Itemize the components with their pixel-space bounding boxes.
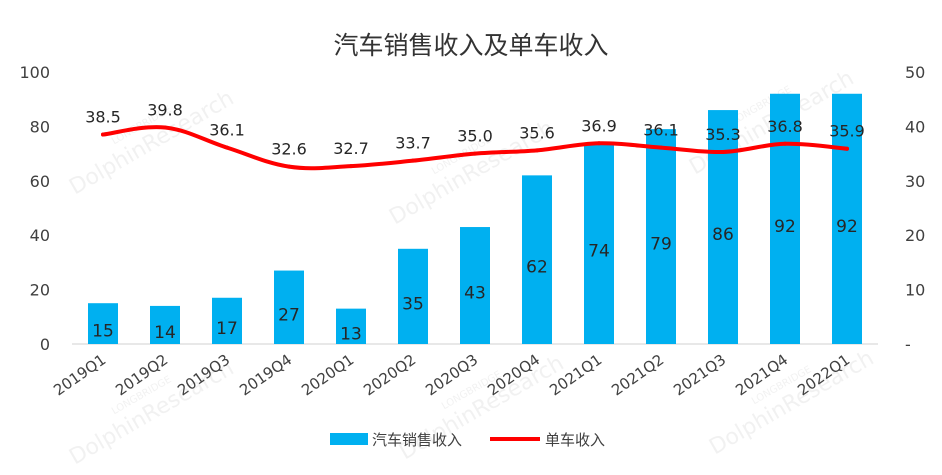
- x-tick-label: 2021Q3: [670, 351, 729, 400]
- left-tick-label: 0: [40, 335, 50, 354]
- legend-swatch-bar: [330, 433, 368, 445]
- bar: [832, 93, 862, 344]
- line-point: [225, 145, 229, 150]
- bar: [336, 308, 366, 344]
- right-tick-label: 10: [905, 281, 925, 300]
- x-tick-label: 2019Q4: [236, 351, 295, 400]
- bar: [274, 270, 304, 344]
- bar: [522, 175, 552, 344]
- bar-data-label: 13: [340, 324, 362, 344]
- line-data-label: 35.6: [519, 123, 555, 142]
- line-point: [349, 164, 353, 169]
- line-point: [473, 151, 477, 156]
- left-tick-label: 80: [30, 117, 50, 136]
- bar: [584, 142, 614, 344]
- left-tick-label: 20: [30, 281, 50, 300]
- right-tick-label: 20: [905, 226, 925, 245]
- bar-data-label: 92: [774, 217, 796, 237]
- watermark-line2: DolphinResearch: [705, 346, 878, 460]
- line-data-label: 32.7: [333, 139, 369, 158]
- left-tick-label: 100: [19, 63, 50, 82]
- legend-label-line: 单车收入: [545, 431, 605, 449]
- line-point: [163, 125, 167, 130]
- left-tick-label: 40: [30, 226, 50, 245]
- line-point: [783, 141, 787, 146]
- right-tick-label: 40: [905, 117, 925, 136]
- line-data-label: 35.3: [705, 125, 741, 144]
- bar: [460, 227, 490, 344]
- bar-data-label: 27: [278, 305, 300, 325]
- line-point: [101, 132, 105, 137]
- line-point: [721, 149, 725, 154]
- bar-data-label: 15: [92, 322, 114, 342]
- line-data-label: 35.9: [829, 122, 865, 141]
- line-data-label: 32.6: [271, 140, 307, 159]
- right-tick-label: -: [905, 335, 911, 354]
- x-tick-label: 2020Q1: [298, 351, 357, 400]
- bar: [150, 305, 180, 344]
- line-point: [411, 158, 415, 163]
- line-point: [287, 164, 291, 169]
- line-data-label: 36.1: [209, 121, 245, 140]
- bar-series: 15 14 17 27 13 35 43 62 74 79 86 92 92: [88, 93, 862, 344]
- line-point: [845, 146, 849, 151]
- bar-data-label: 14: [154, 323, 176, 343]
- x-tick-label: 2021Q2: [608, 351, 667, 400]
- bar-data-label: 92: [836, 217, 858, 237]
- line-series: 38.5 39.8 36.1 32.6 32.7 33.7 35.0 35.6 36.9 36.1…: [85, 100, 865, 171]
- bar-data-label: 74: [588, 241, 610, 261]
- bar: [770, 93, 800, 344]
- legend: 汽车销售收入 单车收入: [330, 431, 605, 449]
- line-data-label: 36.1: [643, 121, 679, 140]
- right-tick-label: 30: [905, 172, 925, 191]
- line-data-label: 36.9: [581, 116, 617, 135]
- bar: [88, 303, 118, 344]
- line-point: [597, 141, 601, 146]
- line-data-label: 36.8: [767, 117, 803, 136]
- bar-data-label: 86: [712, 225, 734, 245]
- line-data-label: 38.5: [85, 108, 121, 127]
- right-tick-label: 50: [905, 63, 925, 82]
- legend-label-bar: 汽车销售收入: [372, 431, 462, 449]
- bar-data-label: 79: [650, 235, 672, 255]
- bar-data-label: 35: [402, 294, 424, 314]
- left-tick-label: 60: [30, 172, 50, 191]
- x-tick-label: 2019Q1: [50, 351, 109, 400]
- x-tick-label: 2020Q2: [360, 351, 419, 400]
- bar: [646, 129, 676, 344]
- bar-data-label: 62: [526, 258, 548, 278]
- chart-title: 汽车销售收入及单车收入: [333, 31, 608, 60]
- line-data-label: 35.0: [457, 127, 493, 146]
- line-data-label: 39.8: [147, 100, 183, 119]
- bar-data-label: 17: [216, 319, 238, 339]
- bar: [212, 297, 242, 344]
- line-point: [659, 145, 663, 150]
- bar: [398, 248, 428, 344]
- line-point: [535, 148, 539, 153]
- bar-data-label: 43: [464, 284, 486, 304]
- line-data-label: 33.7: [395, 134, 431, 153]
- bar: [708, 110, 738, 344]
